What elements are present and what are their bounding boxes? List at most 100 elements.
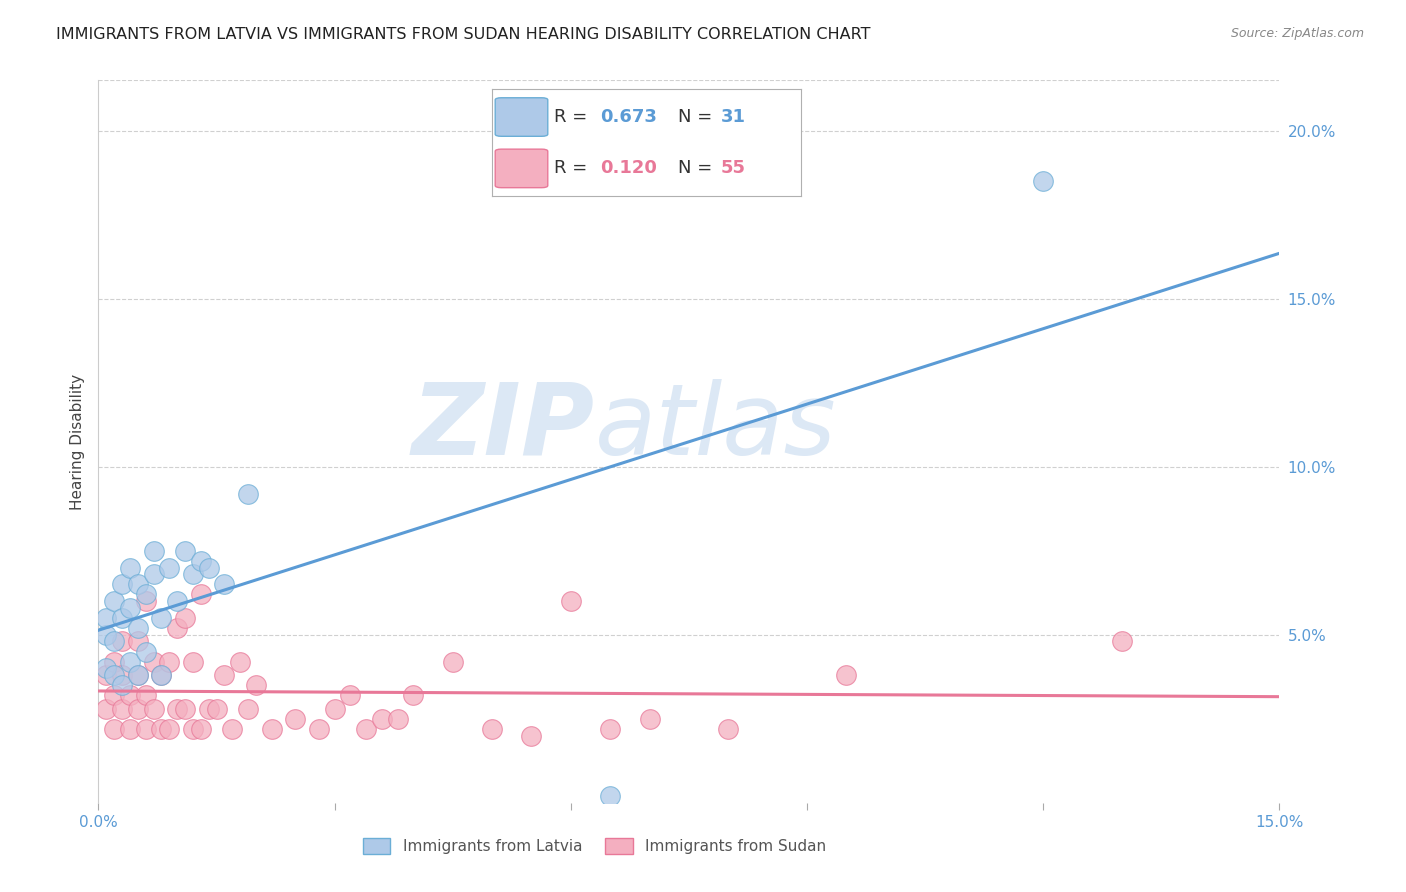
Point	[190, 587, 212, 601]
Point	[197, 560, 219, 574]
Point	[166, 621, 188, 635]
Point	[111, 702, 134, 716]
Point	[214, 668, 236, 682]
Point	[260, 722, 283, 736]
Point	[190, 722, 212, 736]
Point	[157, 722, 180, 736]
Point	[166, 594, 188, 608]
Point	[96, 628, 118, 642]
Point	[339, 688, 361, 702]
Point	[127, 577, 149, 591]
FancyBboxPatch shape	[495, 149, 548, 187]
Text: IMMIGRANTS FROM LATVIA VS IMMIGRANTS FROM SUDAN HEARING DISABILITY CORRELATION C: IMMIGRANTS FROM LATVIA VS IMMIGRANTS FRO…	[56, 27, 870, 42]
Point	[150, 722, 173, 736]
Point	[441, 655, 464, 669]
FancyBboxPatch shape	[495, 98, 548, 136]
Point	[214, 577, 236, 591]
Point	[387, 712, 409, 726]
Point	[157, 655, 180, 669]
Point	[150, 668, 173, 682]
Point	[142, 567, 165, 582]
Point	[111, 678, 134, 692]
Text: 0.120: 0.120	[600, 160, 657, 178]
Text: 55: 55	[721, 160, 747, 178]
Point	[118, 722, 141, 736]
Point	[181, 655, 204, 669]
Point	[118, 600, 141, 615]
Point	[371, 712, 394, 726]
Point	[118, 655, 141, 669]
Point	[236, 702, 259, 716]
Point	[354, 722, 377, 736]
Point	[174, 543, 197, 558]
Point	[1032, 174, 1054, 188]
Y-axis label: Hearing Disability: Hearing Disability	[70, 374, 86, 509]
Point	[599, 722, 621, 736]
Point	[560, 594, 582, 608]
Point	[157, 560, 180, 574]
Point	[135, 587, 157, 601]
Text: R =: R =	[554, 160, 588, 178]
Point	[236, 486, 259, 500]
Point	[111, 577, 134, 591]
Point	[118, 688, 141, 702]
Point	[142, 702, 165, 716]
Text: Source: ZipAtlas.com: Source: ZipAtlas.com	[1230, 27, 1364, 40]
Point	[221, 722, 243, 736]
Text: 0.673: 0.673	[600, 108, 657, 126]
Point	[127, 668, 149, 682]
Point	[174, 611, 197, 625]
Point	[127, 668, 149, 682]
Point	[142, 655, 165, 669]
Point	[127, 621, 149, 635]
Point	[638, 712, 661, 726]
Point	[150, 611, 173, 625]
Text: 31: 31	[721, 108, 747, 126]
Point	[111, 668, 134, 682]
Point	[181, 722, 204, 736]
Point	[402, 688, 425, 702]
Point	[127, 702, 149, 716]
Point	[190, 554, 212, 568]
Text: atlas: atlas	[595, 378, 837, 475]
Point	[103, 634, 125, 648]
Point	[245, 678, 267, 692]
Text: N =: N =	[678, 160, 711, 178]
Text: R =: R =	[554, 108, 588, 126]
Point	[111, 634, 134, 648]
Point	[103, 668, 125, 682]
Point	[135, 644, 157, 658]
Point	[96, 668, 118, 682]
Point	[520, 729, 543, 743]
Point	[717, 722, 740, 736]
Point	[96, 611, 118, 625]
Point	[284, 712, 307, 726]
Point	[103, 722, 125, 736]
Point	[135, 594, 157, 608]
Point	[166, 702, 188, 716]
Point	[174, 702, 197, 716]
Point	[599, 789, 621, 803]
Point	[111, 611, 134, 625]
Text: ZIP: ZIP	[412, 378, 595, 475]
Point	[481, 722, 503, 736]
Point	[127, 634, 149, 648]
Point	[103, 655, 125, 669]
Point	[229, 655, 252, 669]
Point	[1111, 634, 1133, 648]
Point	[150, 668, 173, 682]
Point	[118, 560, 141, 574]
Point	[205, 702, 228, 716]
Point	[323, 702, 346, 716]
Point	[142, 543, 165, 558]
Point	[103, 688, 125, 702]
Point	[96, 702, 118, 716]
Text: N =: N =	[678, 108, 711, 126]
Point	[135, 688, 157, 702]
Point	[835, 668, 858, 682]
Point	[135, 722, 157, 736]
Point	[96, 661, 118, 675]
Legend: Immigrants from Latvia, Immigrants from Sudan: Immigrants from Latvia, Immigrants from …	[357, 832, 832, 860]
Point	[197, 702, 219, 716]
Point	[181, 567, 204, 582]
